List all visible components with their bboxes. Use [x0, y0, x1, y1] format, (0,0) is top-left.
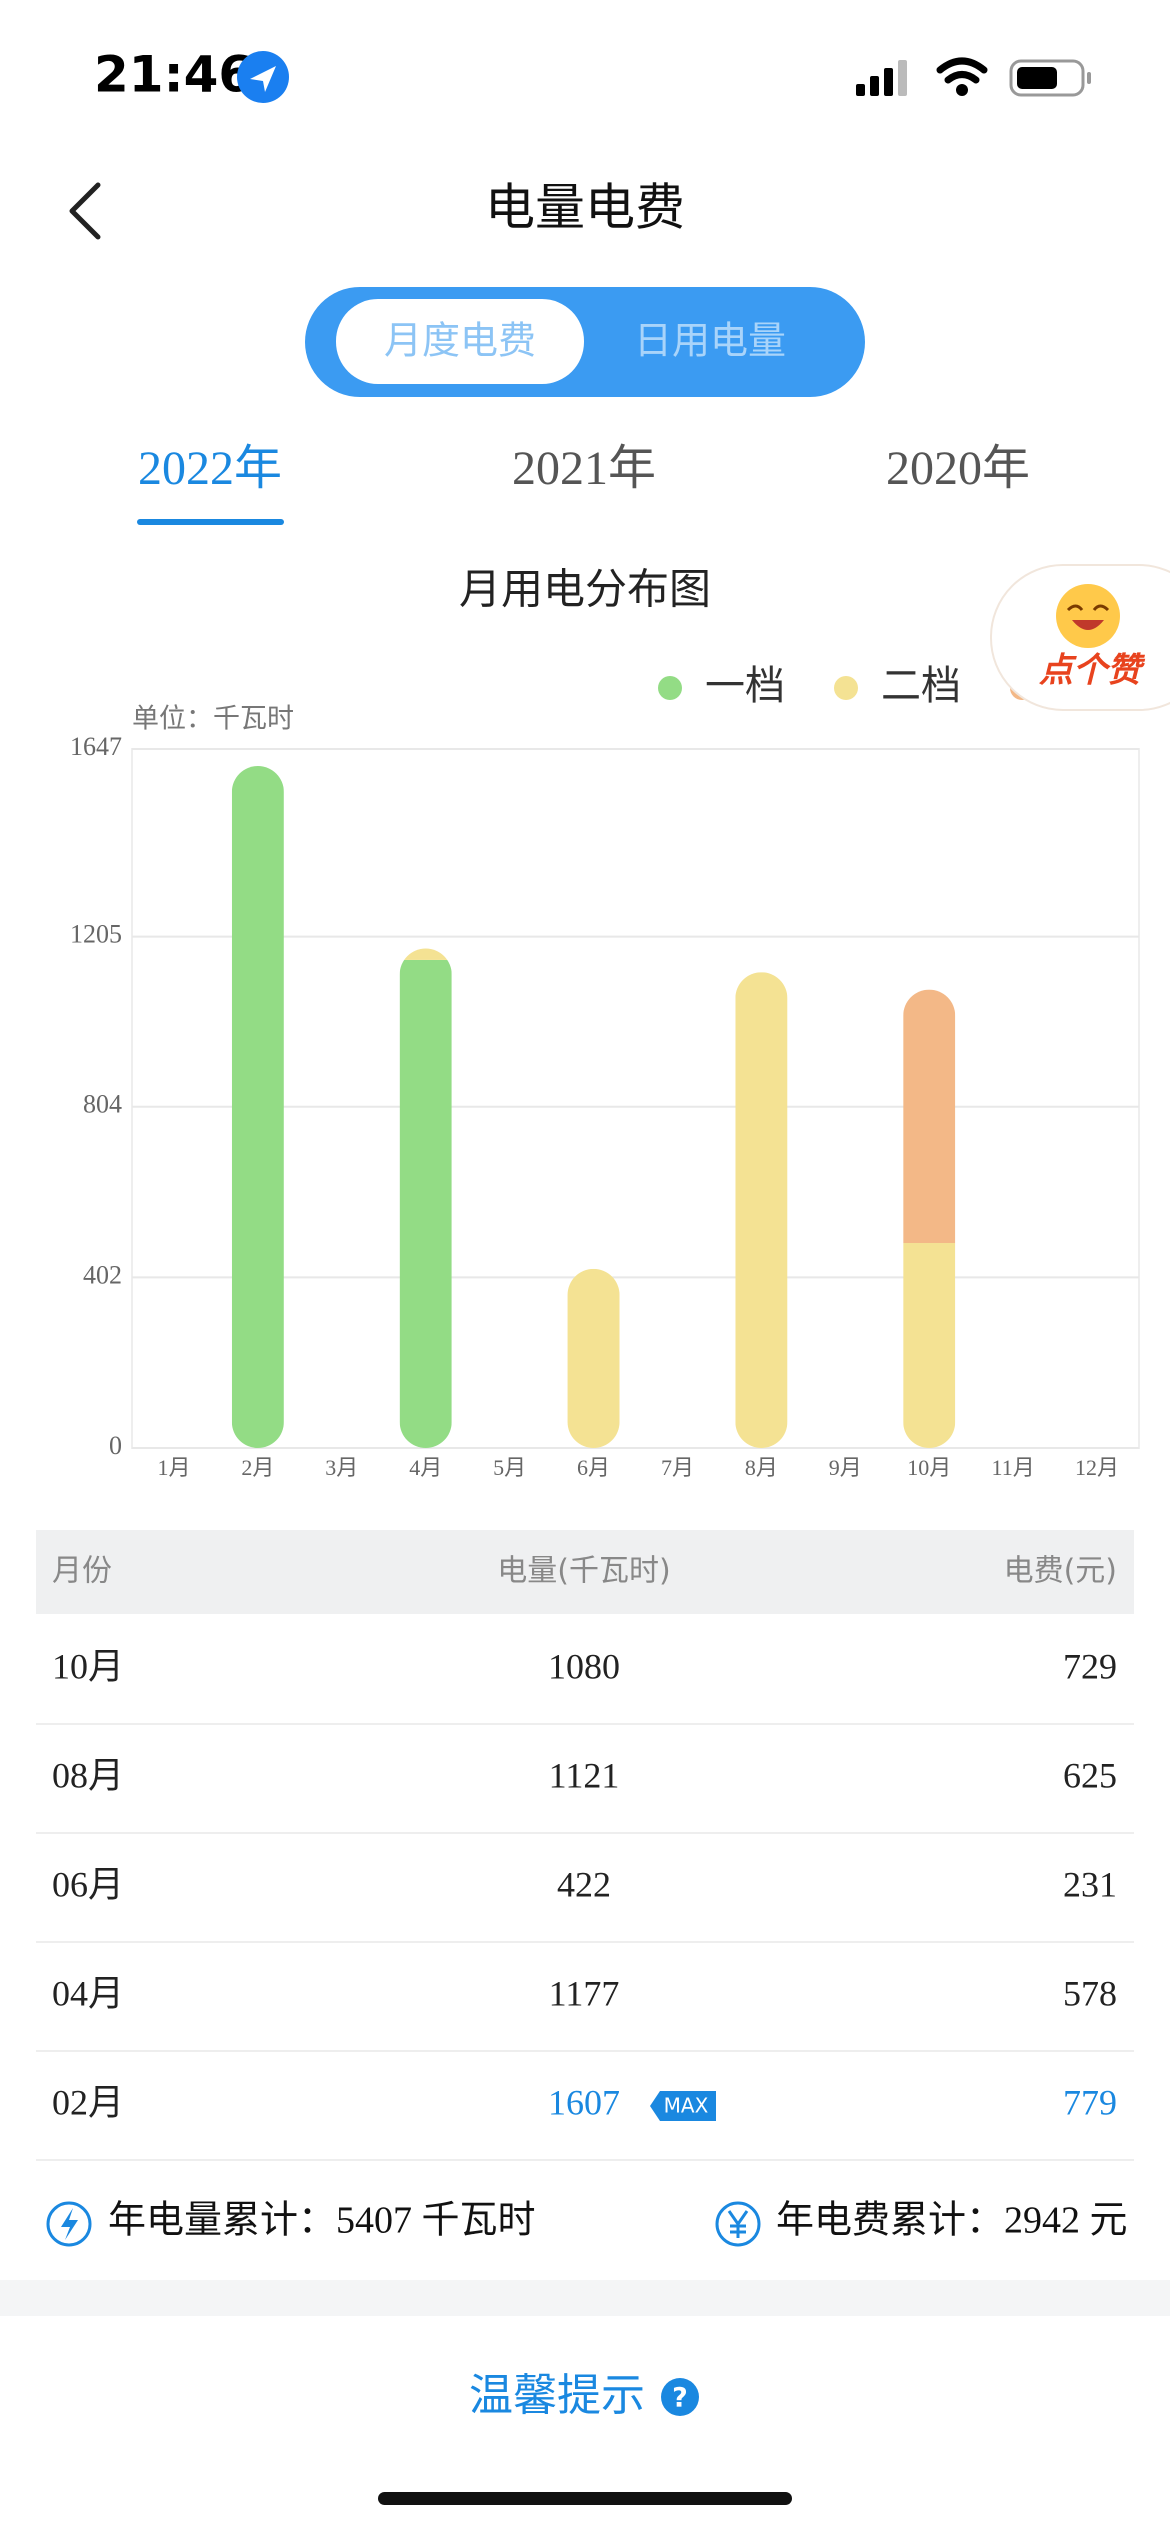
x-tick-label: 11月 [992, 1455, 1035, 1480]
bar-segment [567, 1268, 620, 1448]
bar-stack [735, 972, 788, 1448]
legend-label: 二档 [881, 663, 961, 709]
x-tick-label: 5月 [493, 1455, 526, 1480]
energy-icon [46, 2201, 92, 2247]
table-cell: 1080 [548, 1646, 620, 1686]
table-cell: 06月 [52, 1864, 124, 1904]
signal-icon [856, 60, 907, 96]
table-cell: 1607 [548, 2082, 620, 2122]
fee-icon [715, 2201, 761, 2247]
x-tick-label: 3月 [325, 1455, 358, 1480]
table-cell: 02月 [52, 2082, 124, 2122]
battery [1009, 59, 1085, 97]
legend-dot [834, 676, 858, 700]
table-cell: 1121 [549, 1755, 620, 1795]
status-time: 21:46 [94, 46, 253, 104]
chart-title: 月用电分布图 [459, 565, 711, 614]
x-tick-label: 9月 [829, 1455, 862, 1480]
emoji [1056, 584, 1120, 648]
table-cell: 729 [1063, 1646, 1117, 1686]
help-icon[interactable] [661, 2378, 699, 2416]
table-cell: 231 [1063, 1864, 1117, 1904]
emoji-mouth [1072, 620, 1104, 630]
like-label: 点个赞 [1039, 651, 1146, 691]
x-tick-label: 1月 [157, 1455, 190, 1480]
x-tick-label: 10月 [907, 1455, 951, 1480]
help-mark: ? [672, 2383, 688, 2414]
x-tick-label: 4月 [409, 1455, 442, 1480]
x-tick-label: 2月 [241, 1455, 274, 1480]
bar-stack [231, 765, 284, 1448]
home-indicator [378, 2492, 792, 2505]
page-title: 电量电费 [485, 179, 685, 237]
year-tab[interactable]: 2021年 [512, 442, 656, 495]
bar-segment [735, 972, 788, 1448]
year-tab[interactable]: 2020年 [886, 442, 1030, 495]
tab-active-bg [336, 299, 584, 384]
yuan [727, 2210, 749, 2238]
chart: 0 402 804 1205 1647 一档 二档 1月 2月 3月 4月 5月 6月 7月 8月 9月 10月… [70, 663, 1140, 1480]
table: 月份 电量(千瓦时) 电费(元) 10月 1080 729 08月 1121 625 06月 422… [36, 1554, 1134, 2161]
max-badge [650, 2091, 716, 2121]
wifi-icon [936, 57, 988, 84]
y-tick-label: 1205 [70, 920, 122, 949]
table-header-bg [36, 1530, 1134, 1614]
table-cell: 04月 [52, 1973, 124, 2013]
y-tick-label: 402 [83, 1260, 122, 1289]
bar-segment [231, 765, 284, 1448]
bar-stack [399, 948, 452, 1448]
legend-label: 一档 [705, 663, 785, 709]
battery-tip [1087, 72, 1091, 84]
bolt [61, 2208, 78, 2240]
table-cell: 1177 [549, 1973, 620, 2013]
tab[interactable]: 月度电费 [384, 319, 536, 363]
emoji-eyes [1066, 604, 1110, 612]
bar-stack [903, 989, 956, 1448]
column-header: 电量(千瓦时) [497, 1554, 670, 1589]
year-tab[interactable]: 2022年 [138, 442, 282, 495]
bar-segment [903, 989, 956, 1244]
like-widget[interactable]: 点个赞 [990, 564, 1170, 711]
bar-stack [567, 1268, 620, 1448]
x-tick-label: 8月 [745, 1455, 778, 1480]
column-header: 电费(元) [1004, 1554, 1117, 1589]
table-cell: 422 [557, 1864, 611, 1904]
max-label: MAX [664, 2094, 709, 2118]
fee-total: 年电费累计：2942 元 [776, 2200, 1128, 2242]
bar-segment [903, 1243, 956, 1448]
table-cell: 10月 [52, 1646, 124, 1686]
y-tick-label: 0 [109, 1431, 122, 1460]
battery-level [1017, 67, 1057, 89]
table-cell: 625 [1063, 1755, 1117, 1795]
divider [0, 2280, 1170, 2316]
tip-link[interactable]: 温馨提示 [469, 2370, 645, 2421]
table-cell: 779 [1063, 2082, 1117, 2122]
table-cell: 08月 [52, 1755, 124, 1795]
bar-segment [399, 948, 452, 960]
location-arrow [250, 66, 276, 92]
energy-total: 年电量累计：5407 千瓦时 [108, 2200, 536, 2242]
back-button[interactable] [69, 182, 101, 240]
x-tick-label: 6月 [577, 1455, 610, 1480]
column-header: 月份 [52, 1554, 112, 1589]
wifi-dot [956, 84, 968, 96]
y-tick-label: 1647 [70, 732, 122, 761]
y-axis-label: 单位：千瓦时 [132, 704, 294, 735]
tab[interactable]: 日用电量 [634, 319, 786, 363]
legend-dot [658, 676, 682, 700]
bar-segment [399, 959, 452, 1448]
y-tick-label: 804 [83, 1090, 122, 1119]
x-tick-label: 7月 [661, 1455, 694, 1480]
x-tick-label: 12月 [1075, 1455, 1119, 1480]
table-cell: 578 [1063, 1973, 1117, 2013]
year-underline [137, 519, 284, 525]
